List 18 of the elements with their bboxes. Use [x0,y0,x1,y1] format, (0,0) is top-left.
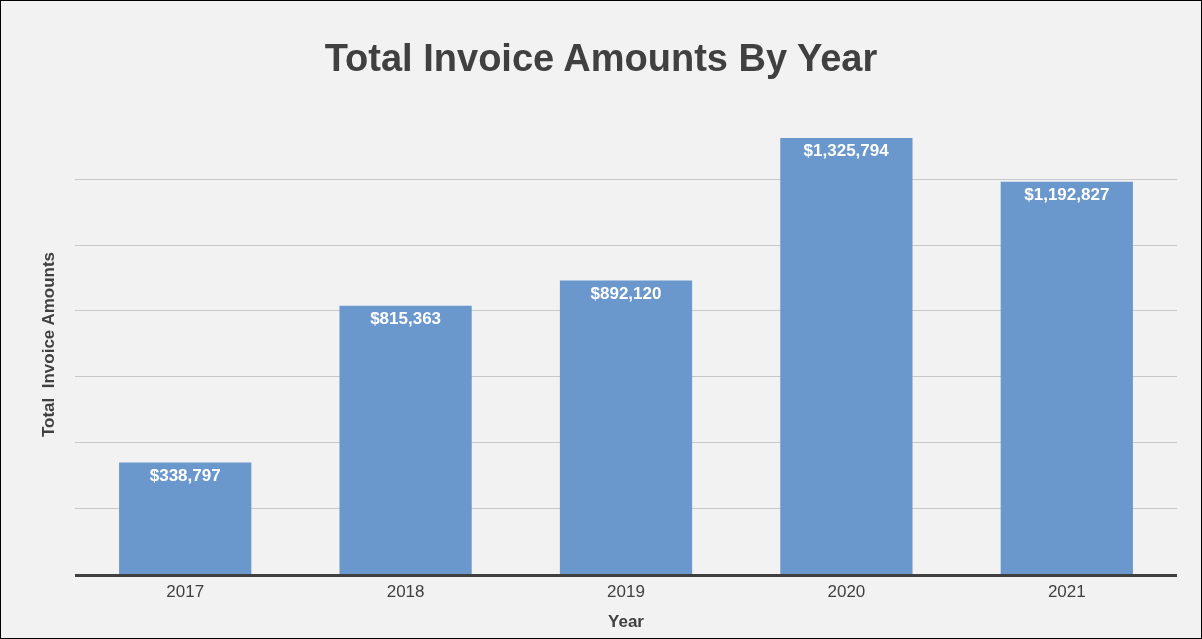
data-label: $338,797 [149,465,221,485]
chart-title: Total Invoice Amounts By Year [324,37,878,80]
y-axis-title: Total Invoice Amounts [38,251,58,438]
x-tick-label: 2019 [607,582,645,602]
x-tick-label: 2017 [166,582,205,602]
bar [780,137,913,574]
x-tick-label: 2020 [827,582,866,602]
bar [339,305,472,574]
bar [559,280,693,574]
x-tick-label: 2018 [386,582,425,602]
data-label: $1,325,794 [803,140,890,160]
data-label: $1,192,827 [1024,184,1110,204]
bar [119,462,252,574]
x-axis-title: Year [608,611,645,631]
bar [1000,181,1133,574]
data-label: $815,363 [370,308,442,328]
data-label: $892,120 [590,283,662,303]
x-tick-label: 2021 [1047,582,1086,602]
